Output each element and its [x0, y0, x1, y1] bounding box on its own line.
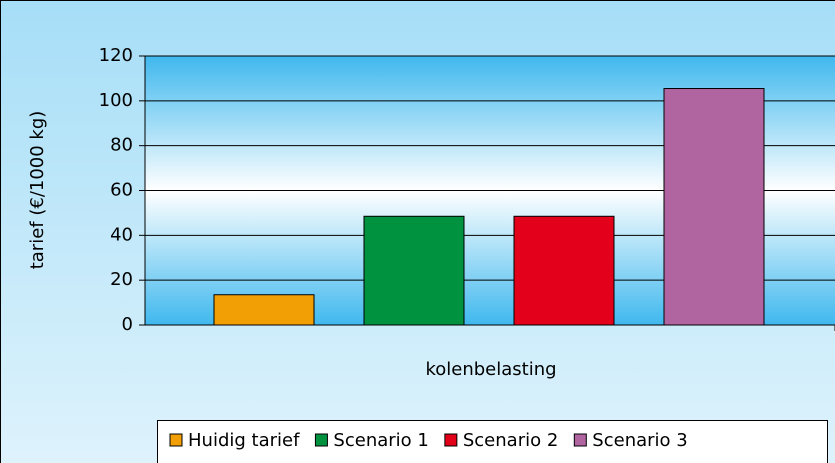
legend-swatch	[314, 433, 328, 447]
legend-swatch	[573, 433, 587, 447]
y-tick-label: 80	[110, 135, 133, 156]
y-tick-label: 20	[110, 269, 133, 290]
legend-swatch	[169, 433, 183, 447]
y-tick-label: 120	[99, 45, 133, 66]
bar	[363, 215, 465, 326]
y-tick-label: 0	[122, 314, 133, 335]
x-axis-label: kolenbelasting	[425, 359, 556, 380]
bar	[513, 215, 615, 326]
bar	[213, 294, 315, 326]
y-tick-label: 40	[110, 224, 133, 245]
y-axis-label: tarief (€/1000 kg)	[27, 111, 48, 270]
legend-label: Scenario 3	[592, 430, 687, 451]
legend-box	[157, 420, 828, 463]
legend-label: Scenario 2	[463, 430, 558, 451]
y-tick-label: 60	[110, 180, 133, 201]
bar	[663, 88, 765, 326]
legend-swatch	[444, 433, 458, 447]
y-tick-label: 100	[99, 90, 133, 111]
legend-label: Scenario 1	[333, 430, 428, 451]
legend-label: Huidig tarief	[188, 430, 300, 451]
